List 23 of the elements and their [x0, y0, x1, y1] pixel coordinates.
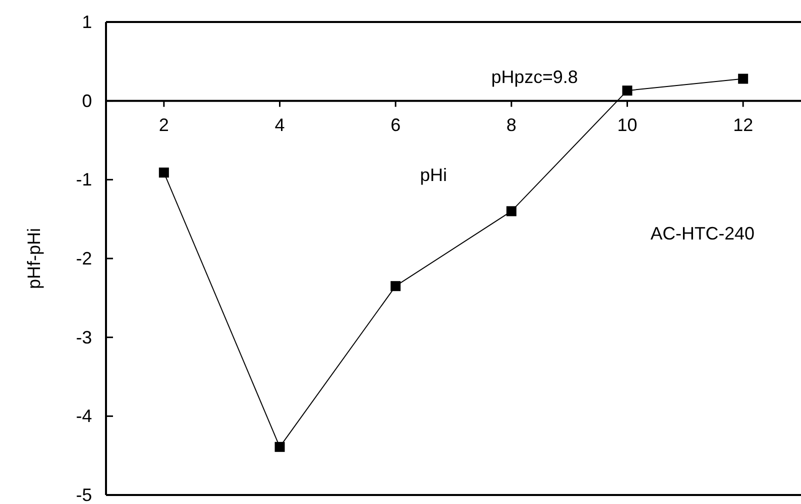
x-tick-label: 12	[733, 114, 754, 135]
y-tick-label: -2	[76, 248, 92, 268]
y-tick-label: -3	[76, 327, 92, 348]
annotation: AC-HTC-240	[650, 224, 755, 244]
y-tick-label: 1	[82, 12, 92, 32]
y-tick-label: 0	[82, 90, 92, 111]
point	[622, 86, 632, 96]
x-tick-label: 10	[617, 114, 638, 135]
point	[738, 74, 748, 84]
y-tick-label: -1	[76, 170, 92, 190]
point	[506, 206, 516, 216]
point	[390, 281, 401, 292]
x-tick-label: 4	[274, 114, 285, 135]
x-axis-title: pHi	[420, 164, 448, 185]
annotation: pHpzc=9.8	[491, 66, 578, 87]
point	[274, 442, 285, 452]
y-tick-label: -5	[76, 485, 92, 504]
y-tick-label: -4	[76, 406, 92, 426]
point	[158, 168, 169, 178]
y-axis-title: pHf-pHi	[24, 228, 44, 290]
x-tick-label: 8	[506, 114, 516, 135]
x-tick-label: 6	[390, 114, 401, 135]
x-tick-label: 2	[158, 114, 169, 135]
